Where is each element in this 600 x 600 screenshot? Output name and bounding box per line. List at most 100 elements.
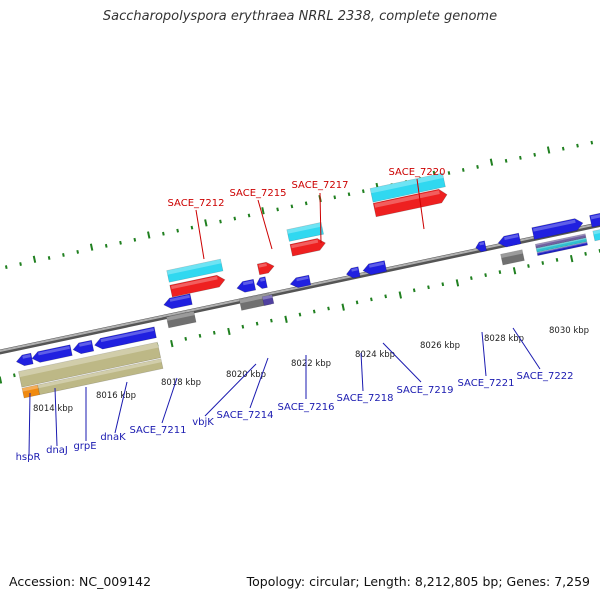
scale-label: 8016 kbp — [96, 391, 136, 401]
top-tick — [461, 168, 465, 172]
gene-sace7214-a — [256, 276, 268, 289]
band-blue — [536, 241, 588, 256]
gene-grpE — [72, 339, 95, 355]
top-tick — [276, 207, 279, 212]
map-title: Saccharopolyspora erythraea NRRL 2338, c… — [102, 9, 498, 24]
bottom-leader-line — [382, 342, 422, 383]
gene-sace7223-shine — [533, 219, 576, 232]
top-tick — [590, 140, 594, 145]
gene-sace7221-shine — [479, 242, 485, 246]
bottom-tick — [398, 291, 403, 299]
gene-sace7212 — [169, 274, 226, 298]
top-gene-label: SACE_7217 — [292, 180, 349, 191]
top-tick — [476, 164, 479, 169]
bottom-tick — [427, 285, 430, 290]
gene-sace7214-a-shine — [260, 277, 265, 282]
cds-far-right — [592, 229, 600, 242]
top-tick — [290, 204, 294, 209]
gene-grpE-shine — [79, 341, 92, 347]
cds-sace7217 — [286, 222, 324, 242]
gene-hidden — [162, 312, 186, 318]
cds-sace7220 — [369, 172, 446, 203]
bottom-tick — [198, 333, 202, 338]
bottom-gene-label: SACE_7211 — [130, 425, 187, 436]
accession-label: Accession: NC_009142 — [9, 574, 152, 589]
gene-vbjK — [236, 278, 257, 293]
bottom-gene-label: dnaK — [100, 432, 126, 443]
bottom-tick — [341, 303, 345, 311]
gene-sace7211 — [163, 293, 193, 310]
bottom-leader-line — [512, 327, 541, 370]
bottom-gene-label: SACE_7218 — [337, 393, 394, 404]
feature-khaki-block — [18, 341, 162, 388]
top-tick — [32, 255, 37, 263]
top-tick — [247, 213, 251, 218]
bottom-tick — [555, 258, 559, 262]
gene-sace7219 — [362, 260, 388, 276]
scale-label: 8018 kbp — [161, 378, 201, 388]
bottom-tick — [355, 300, 359, 305]
gene-hspR-shine — [22, 354, 31, 359]
top-tick — [119, 240, 122, 245]
top-tick — [233, 216, 237, 221]
bottom-tick — [527, 264, 530, 268]
top-tick — [47, 256, 51, 260]
top-gene-label: SACE_7215 — [230, 188, 287, 199]
gene-sace7218 — [345, 266, 361, 279]
rna-sace7211 — [166, 310, 197, 329]
bottom-tick — [270, 318, 273, 323]
top-tick — [133, 237, 137, 242]
bottom-gene-label: SACE_7216 — [278, 402, 335, 413]
top-leader-line — [416, 178, 425, 230]
bottom-gene-label: grpE — [73, 441, 96, 452]
bottom-tick — [227, 327, 231, 336]
bottom-leader-line — [28, 392, 31, 456]
gene-far-right — [589, 212, 600, 228]
top-tick — [190, 225, 194, 230]
top-tick — [162, 231, 165, 236]
top-tick — [4, 265, 8, 270]
gene-sace7216 — [289, 274, 312, 288]
bottom-tick — [13, 373, 16, 378]
top-tick — [104, 243, 108, 248]
gene-sace7215-shine — [258, 263, 267, 268]
bottom-tick — [384, 294, 387, 299]
rna-sace7214 — [261, 294, 275, 306]
feature-orange-block-shine — [22, 384, 39, 392]
band-purple-shine — [535, 233, 586, 246]
gene-sace7211-shine — [169, 294, 190, 302]
top-tick — [519, 155, 522, 160]
bottom-tick — [541, 261, 545, 265]
top-tick — [561, 146, 565, 151]
top-tick — [333, 195, 337, 200]
bottom-tick — [255, 321, 259, 326]
gene-sace7215 — [256, 261, 275, 276]
scale-label: 8028 kbp — [484, 334, 524, 344]
gene-sace7217-shine — [291, 239, 319, 249]
bottom-tick — [184, 336, 188, 341]
bottom-leader-line — [114, 381, 128, 434]
rna-vbjK-shine — [239, 293, 270, 304]
band-cyan — [535, 237, 588, 253]
bottom-gene-label: SACE_7214 — [217, 410, 274, 421]
bottom-tick — [455, 279, 460, 287]
bottom-tick — [441, 282, 445, 287]
bottom-gene-label: dnaJ — [46, 445, 68, 456]
top-leader-line — [257, 199, 273, 250]
gene-sace7222 — [497, 232, 522, 248]
gene-sace7220-shine — [374, 190, 440, 208]
rna-sace7222 — [500, 249, 525, 266]
top-tick — [176, 228, 179, 233]
cds-sace7212-shine — [166, 259, 222, 275]
bottom-tick — [327, 306, 330, 311]
top-tick — [489, 158, 494, 166]
top-tick — [447, 171, 451, 175]
gene-sace7222-shine — [504, 234, 519, 240]
top-tick — [533, 152, 537, 157]
top-tick — [261, 207, 265, 215]
bottom-tick — [0, 376, 3, 384]
bottom-leader-line — [161, 377, 178, 424]
bottom-gene-label: SACE_7222 — [517, 371, 574, 382]
